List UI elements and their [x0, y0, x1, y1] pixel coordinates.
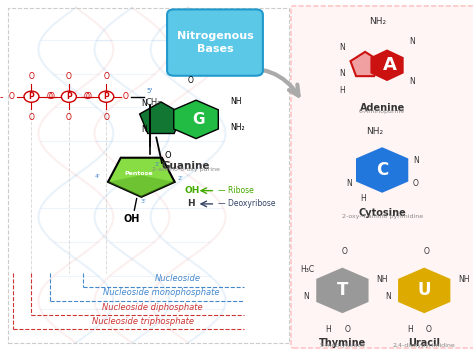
Text: O: O [28, 113, 35, 122]
Text: O: O [66, 113, 72, 122]
Text: Nucleoside monophosphate: Nucleoside monophosphate [103, 288, 219, 297]
Polygon shape [317, 269, 367, 312]
Text: N: N [410, 37, 415, 46]
Text: NH: NH [230, 97, 242, 106]
Polygon shape [108, 158, 175, 197]
Text: O: O [413, 179, 419, 188]
Text: Guanine: Guanine [162, 160, 210, 171]
Polygon shape [140, 102, 182, 133]
Text: O: O [424, 247, 429, 256]
Text: O: O [9, 92, 15, 101]
Circle shape [62, 91, 76, 102]
Text: 4': 4' [95, 174, 100, 179]
Text: N: N [346, 179, 352, 188]
Text: 2-oxy-4-amino pyrimidine: 2-oxy-4-amino pyrimidine [342, 214, 423, 219]
Text: O: O [103, 113, 109, 122]
Text: Nucleoside triphosphate: Nucleoside triphosphate [91, 317, 193, 326]
Text: N: N [339, 69, 345, 78]
Text: Adenine: Adenine [359, 103, 405, 113]
Text: C: C [376, 161, 388, 179]
Text: Pentose: Pentose [125, 171, 153, 176]
Text: O: O [123, 92, 129, 101]
Text: 2,4-dioxypyrimidine: 2,4-dioxypyrimidine [393, 344, 456, 349]
Text: 2-amino-6-oxy purine: 2-amino-6-oxy purine [152, 167, 219, 172]
Text: N: N [339, 42, 345, 52]
Polygon shape [357, 148, 407, 192]
Text: Nitrogenous
Bases: Nitrogenous Bases [177, 31, 254, 54]
Text: Nucleoside: Nucleoside [155, 274, 201, 283]
Circle shape [24, 91, 39, 102]
Text: N: N [413, 156, 419, 165]
Text: A: A [383, 56, 396, 74]
FancyBboxPatch shape [291, 6, 474, 348]
Text: OH: OH [124, 214, 140, 224]
Text: O: O [84, 92, 90, 101]
Text: N: N [303, 292, 309, 301]
Text: Cytosine: Cytosine [358, 208, 406, 218]
Text: H: H [361, 194, 366, 204]
Text: O: O [28, 72, 35, 81]
Text: O: O [426, 325, 432, 334]
Text: 6-Aminopurine: 6-Aminopurine [359, 109, 405, 114]
Text: 3': 3' [141, 199, 146, 204]
Text: NH₂: NH₂ [366, 127, 383, 136]
Text: NH: NH [376, 275, 388, 284]
Text: O: O [103, 72, 109, 81]
Text: CH₂: CH₂ [145, 98, 161, 107]
Text: Thymine: Thymine [319, 338, 366, 347]
Polygon shape [350, 52, 380, 76]
Polygon shape [108, 175, 175, 197]
Text: G: G [192, 112, 205, 127]
Text: 5': 5' [147, 88, 153, 94]
Text: O: O [66, 72, 72, 81]
Text: U: U [418, 282, 431, 299]
Text: NH₂: NH₂ [369, 17, 386, 26]
Text: 5-methyluracil: 5-methyluracil [319, 344, 365, 349]
Text: — Ribose: — Ribose [218, 186, 254, 195]
Text: N: N [141, 99, 146, 108]
Polygon shape [372, 51, 402, 80]
Text: P: P [28, 92, 34, 101]
Text: T: T [337, 282, 348, 299]
Text: Uracil: Uracil [408, 338, 440, 347]
Text: H: H [407, 325, 413, 334]
Text: P: P [103, 92, 109, 101]
Text: 1': 1' [155, 163, 160, 167]
Text: O: O [86, 92, 91, 101]
Text: NH₂: NH₂ [230, 123, 245, 132]
Text: OH: OH [185, 186, 201, 195]
Text: -: - [0, 92, 3, 102]
Text: H: H [326, 325, 331, 334]
Text: P: P [66, 92, 72, 101]
Text: 2': 2' [177, 176, 183, 181]
Text: NH: NH [458, 275, 469, 284]
Text: H₃C: H₃C [300, 265, 314, 274]
Text: — Deoxyribose: — Deoxyribose [218, 199, 275, 208]
FancyBboxPatch shape [167, 9, 263, 76]
Polygon shape [174, 100, 219, 139]
Text: O: O [48, 92, 54, 101]
Text: H: H [339, 86, 345, 95]
Text: O: O [46, 92, 52, 101]
Text: H: H [187, 199, 194, 208]
Text: N: N [410, 78, 415, 86]
Polygon shape [399, 269, 449, 312]
Text: O: O [188, 76, 193, 85]
Text: Nucleoside diphosphate: Nucleoside diphosphate [101, 303, 202, 311]
Text: N: N [385, 292, 391, 301]
Circle shape [99, 91, 114, 102]
Text: O: O [342, 247, 347, 256]
Text: N: N [141, 125, 146, 134]
Text: O: O [164, 152, 171, 160]
Text: O: O [344, 325, 350, 334]
